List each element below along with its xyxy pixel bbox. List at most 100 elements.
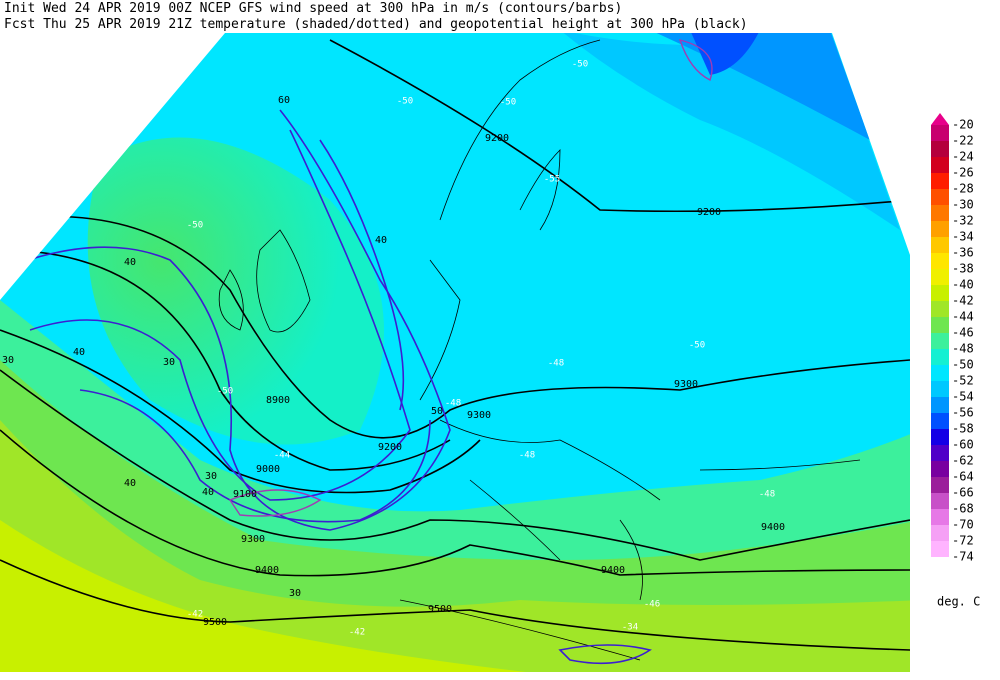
colorbar-label: -74 (952, 550, 974, 564)
colorbar-label: -42 (952, 294, 974, 308)
height-contour (0, 39, 910, 651)
wind-label: 50 (431, 406, 443, 417)
colorbar-unit: deg. C (937, 595, 980, 609)
colorbar-box (931, 125, 949, 141)
colorbar-label: -64 (952, 470, 974, 484)
temp-label: -48 (759, 490, 775, 500)
colorbar-label: -66 (952, 486, 974, 500)
colorbar-box (931, 157, 949, 173)
height-label: 8900 (266, 395, 290, 406)
wind-label: 40 (73, 347, 85, 358)
temp-label: -50 (217, 387, 233, 397)
colorbar-box (931, 237, 949, 253)
coastline (218, 39, 861, 661)
temp-label: -44 (274, 451, 290, 461)
colorbar-label: -54 (952, 390, 974, 404)
colorbar-box (931, 285, 949, 301)
colorbar-box (931, 301, 949, 317)
height-label: 9500 (428, 604, 452, 615)
height-label: 9400 (601, 565, 625, 576)
colorbar-label: -28 (952, 182, 974, 196)
colorbar-label: -36 (952, 246, 974, 260)
temp-label: -48 (519, 451, 535, 461)
colorbar-box (931, 509, 949, 525)
colorbar-label: -34 (952, 230, 974, 244)
temp-label: -50 (572, 60, 588, 70)
wind-label: 30 (205, 471, 217, 482)
height-label: 9200 (378, 442, 402, 453)
colorbar-label: -62 (952, 454, 974, 468)
colorbar-label: -48 (952, 342, 974, 356)
colorbar-box (931, 189, 949, 205)
colorbar-box (931, 397, 949, 413)
wind-label: 30 (289, 588, 301, 599)
wind-label: 40 (124, 257, 136, 268)
colorbar-label: -72 (952, 534, 974, 548)
colorbar-box (931, 269, 949, 285)
field-shade (0, 520, 600, 672)
temp-label: -48 (548, 359, 564, 369)
colorbar-label: -40 (952, 278, 974, 292)
wind-contour (0, 109, 652, 665)
field-shade (0, 420, 910, 672)
colorbar-box (931, 461, 949, 477)
colorbar-label: -30 (952, 198, 974, 212)
height-label: 9200 (697, 207, 721, 218)
colorbar-box (931, 141, 949, 157)
height-label: 9400 (255, 565, 279, 576)
colorbar-box (931, 413, 949, 429)
wind-label: 60 (278, 95, 290, 106)
temp-label: -50 (187, 221, 203, 231)
wind-label: 40 (375, 235, 387, 246)
colorbar-box (931, 429, 949, 445)
temp-label: -50 (397, 97, 413, 107)
temp-label: -50 (689, 341, 705, 351)
wind-label: 30 (163, 357, 175, 368)
colorbar-box (931, 333, 949, 349)
height-label: 9400 (761, 522, 785, 533)
temp-label: -55 (544, 175, 560, 185)
colorbar-label: -26 (952, 166, 974, 180)
header-line: Init Wed 24 APR 2019 00Z NCEP GFS wind s… (4, 1, 622, 16)
colorbar-box (931, 173, 949, 189)
temp-label: -50 (500, 98, 516, 108)
height-label: 9300 (241, 534, 265, 545)
colorbar-box (931, 317, 949, 333)
colorbar-label: -44 (952, 310, 974, 324)
colorbar-label: -50 (952, 358, 974, 372)
height-label: 9300 (674, 379, 698, 390)
colorbar-box (931, 525, 949, 541)
height-label: 9100 (233, 489, 257, 500)
colorbar-label: -68 (952, 502, 974, 516)
colorbar-box (931, 381, 949, 397)
temp-label: -34 (622, 623, 638, 633)
temp-label: -42 (349, 628, 365, 638)
height-label: 9500 (203, 617, 227, 628)
colorbar-box (931, 253, 949, 269)
colorbar-label: -70 (952, 518, 974, 532)
height-label: 9000 (256, 464, 280, 475)
colorbar-label: -24 (952, 150, 974, 164)
field-shade (650, 33, 870, 140)
header-line: Fcst Thu 25 APR 2019 21Z temperature (sh… (4, 17, 748, 32)
colorbar-box (931, 205, 949, 221)
temp-label: -48 (445, 399, 461, 409)
colorbar-label: -58 (952, 422, 974, 436)
field-shade (690, 33, 760, 75)
colorbar-label: -52 (952, 374, 974, 388)
colorbar-box (931, 445, 949, 461)
map-area (0, 33, 910, 672)
map-labels: 9200 9200 9300 9300 8900 9000 9100 9200 … (2, 60, 785, 638)
colorbar-label: -22 (952, 134, 974, 148)
temp-label: -42 (187, 610, 203, 620)
colorbar-box (931, 477, 949, 493)
colorbar: -20 -22 -24 -26 -28 -30 -32 -34 -36 -38 -40 -42 -44 -… (931, 113, 974, 564)
field-shade (87, 137, 384, 445)
wind-label: 40 (202, 487, 214, 498)
height-label: 9300 (467, 410, 491, 421)
colorbar-arrow (931, 113, 949, 125)
wind-label: 30 (2, 355, 14, 366)
colorbar-label: -38 (952, 262, 974, 276)
